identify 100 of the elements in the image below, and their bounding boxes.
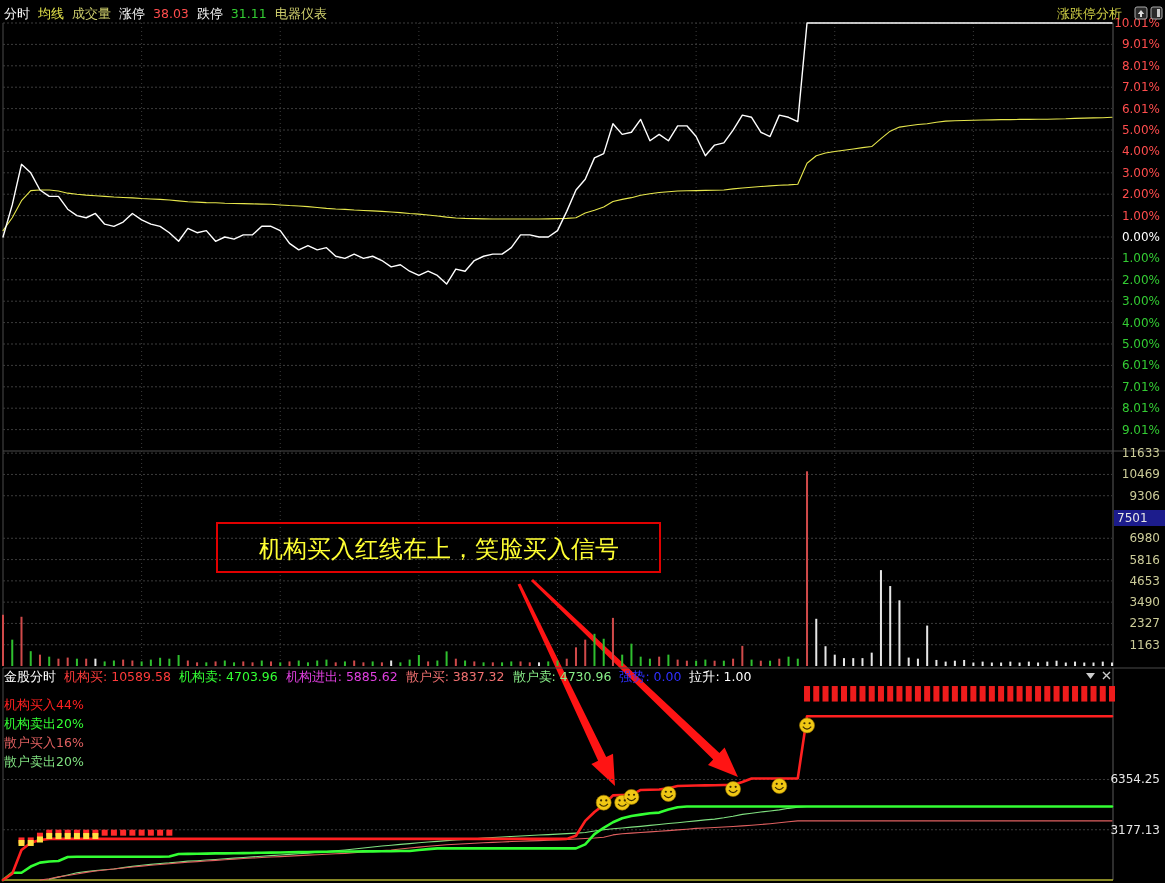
bar <box>584 639 587 666</box>
line-series <box>39 820 1113 881</box>
bar <box>112 660 115 666</box>
bar <box>528 662 531 666</box>
annotation: 散户买: 3837.32 <box>405 668 505 684</box>
bar <box>159 657 162 666</box>
point <box>138 829 145 836</box>
y-tick-label: 3.00% <box>1121 294 1160 309</box>
point <box>110 829 117 836</box>
y-tick-label: 10469 <box>1121 467 1160 482</box>
bar <box>833 654 836 666</box>
bar <box>233 662 236 666</box>
text: 成交量 <box>72 5 111 21</box>
bar <box>464 660 467 666</box>
bar <box>186 660 189 666</box>
bar <box>445 651 448 666</box>
y-tick-label: 6980 <box>1129 531 1160 546</box>
bar <box>279 662 282 666</box>
bar <box>260 660 263 666</box>
bar <box>704 659 707 666</box>
text: 电器仪表 <box>274 5 327 21</box>
y-tick-label: 2.00% <box>1121 272 1160 287</box>
bar <box>270 661 273 666</box>
bar <box>741 645 744 666</box>
annotation: 机构卖: 4703.96 <box>178 668 278 684</box>
bar <box>602 638 605 666</box>
y-tick-label: 9.01% <box>1121 37 1160 52</box>
bar <box>879 570 882 666</box>
annotation: 机构进出: 5885.62 <box>285 668 398 684</box>
bar <box>842 658 845 666</box>
bar <box>371 661 374 666</box>
point <box>55 833 62 840</box>
bar <box>621 654 624 666</box>
y-tick-label: 2327 <box>1129 616 1160 631</box>
bar <box>2 614 4 666</box>
bar <box>722 660 725 666</box>
bar <box>38 654 41 666</box>
bar <box>251 662 254 666</box>
text: 散户卖出20% <box>4 753 84 769</box>
text: 38.03 <box>153 5 189 21</box>
y-tick-label: 9306 <box>1129 488 1160 503</box>
bar <box>408 659 411 666</box>
bar <box>778 658 781 666</box>
bar <box>66 657 69 666</box>
bar <box>473 661 476 666</box>
bar <box>898 600 901 666</box>
bar <box>48 656 51 666</box>
annotation: 拉升: 1.00 <box>689 668 752 684</box>
bar <box>343 661 346 666</box>
bar <box>131 660 134 666</box>
bar <box>390 660 393 666</box>
y-tick-label: 3177.13 <box>1110 822 1160 837</box>
bar <box>695 660 698 666</box>
y-tick-label: 11633 <box>1121 446 1160 461</box>
bar <box>658 656 661 666</box>
bar <box>713 660 716 666</box>
bar <box>565 658 568 666</box>
bar <box>427 661 430 666</box>
point <box>120 829 127 836</box>
point <box>147 829 154 836</box>
text: 涨停 <box>119 5 145 21</box>
y-tick-label: 5.00% <box>1121 123 1160 137</box>
text: 机构卖出20% <box>4 715 84 731</box>
bar <box>223 660 226 666</box>
bar <box>196 662 199 666</box>
bar <box>501 662 504 666</box>
text: 机构买入44% <box>4 696 84 712</box>
bar <box>574 647 577 666</box>
bar <box>103 661 106 666</box>
point <box>166 829 173 836</box>
y-tick-label: 2.00% <box>1121 187 1160 202</box>
bar <box>122 659 125 666</box>
point <box>36 836 43 843</box>
bar <box>611 617 614 666</box>
line-series <box>2 116 1113 232</box>
bar <box>593 633 596 666</box>
bar <box>20 616 23 666</box>
y-tick-label: 5816 <box>1129 552 1160 567</box>
y-tick-label: 7.01% <box>1121 379 1160 394</box>
y-tick-label: 5.00% <box>1121 337 1160 351</box>
bar <box>907 657 910 666</box>
point <box>101 829 108 836</box>
bar <box>242 661 245 666</box>
bar <box>205 662 208 666</box>
text: 分时 <box>4 5 30 21</box>
text: 7501 <box>1117 511 1148 525</box>
y-tick-label: 6.01% <box>1121 358 1160 373</box>
point <box>157 829 164 836</box>
bar <box>732 658 735 666</box>
y-tick-label: 1.00% <box>1121 208 1160 223</box>
bar <box>362 662 365 666</box>
bar <box>454 658 457 666</box>
bar <box>547 661 550 666</box>
bar <box>436 660 439 666</box>
bar <box>149 659 152 666</box>
bar <box>399 662 402 666</box>
bar <box>325 659 328 666</box>
text: 31.11 <box>230 5 267 21</box>
bar <box>519 661 522 666</box>
y-tick-label: 1.00% <box>1121 251 1160 266</box>
